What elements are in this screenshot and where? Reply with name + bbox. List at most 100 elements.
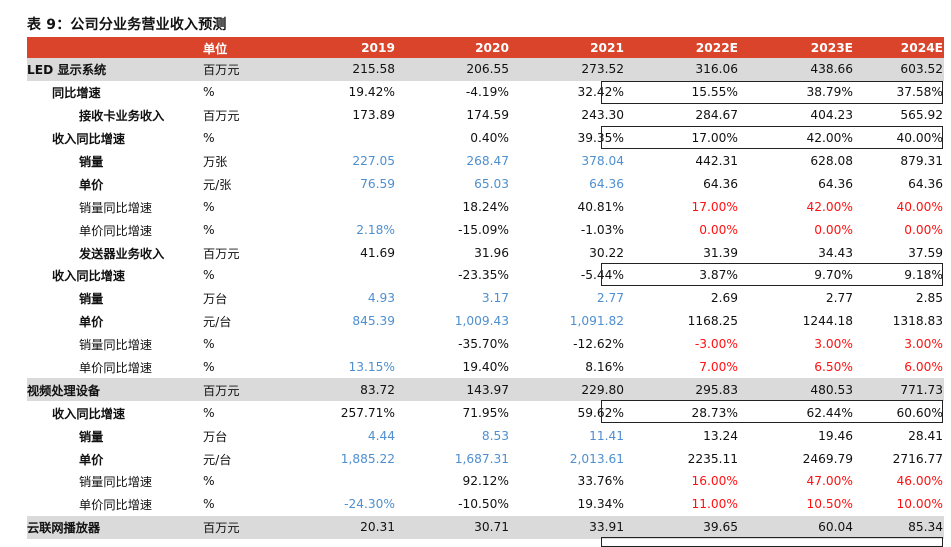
value-cell: 38.79% <box>806 85 853 100</box>
table-row: 收入同比增速% -23.35% -5.44% 3.87% 9.70% 9.18% <box>27 264 944 287</box>
header-year: 2024E <box>900 40 943 55</box>
table-title: 表 9：公司分业务营业收入预测 <box>27 17 227 33</box>
table-row: 发送器业务收入 百万元 41.69 31.96 30.22 31.39 34.43 37.59 <box>27 241 944 264</box>
value-cell: 34.43 <box>818 245 853 260</box>
value-cell: 92.12% <box>462 474 509 489</box>
value-cell: 9.18% <box>904 268 943 283</box>
value-cell: 273.52 <box>581 62 624 77</box>
row-label: 收入同比增速 <box>52 269 126 284</box>
row-unit: % <box>203 337 215 352</box>
value-cell: 173.89 <box>352 108 395 123</box>
value-cell: 316.06 <box>695 62 738 77</box>
value-cell: 2.85 <box>915 291 943 306</box>
value-cell: -15.09% <box>458 222 509 237</box>
table-row: 收入同比增速% 257.71% 71.95% 59.62% 28.73% 62.44% 60… <box>27 401 944 424</box>
row-unit: 百万元 <box>203 63 240 78</box>
row-label: 视频处理设备 <box>27 383 101 398</box>
value-cell: 442.31 <box>695 154 738 168</box>
value-cell: -35.70% <box>458 337 509 352</box>
value-cell: 879.31 <box>900 154 943 168</box>
table-header-row: 单位 2019 2020 2021 2022E 2023E 2024E <box>27 37 944 58</box>
table-row: 单价同比增速% 13.15% 19.40% 8.16% 7.00% 6.50% 6.00% <box>27 356 944 379</box>
value-cell: 47.00% <box>806 474 853 489</box>
row-unit: % <box>203 474 215 489</box>
value-cell: 1318.83 <box>892 314 943 329</box>
value-cell: 3.00% <box>904 337 943 352</box>
value-cell: 404.23 <box>810 108 853 123</box>
value-cell: 19.34% <box>577 497 624 512</box>
table-row: 单价 元/台 1,885.22 1,687.31 2,013.61 2235.11 2469… <box>27 447 944 470</box>
table-row: 销量同比增速% -35.70% -12.62% -3.00% 3.00% 3.00% <box>27 333 944 356</box>
revenue-forecast-table: 单位 2019 2020 2021 2022E 2023E 2024E LED … <box>27 37 944 539</box>
value-cell: 143.97 <box>466 382 509 397</box>
value-cell: 64.36 <box>703 176 738 191</box>
row-unit: 元/张 <box>203 177 232 192</box>
table-row: LED 显示系统 百万元 215.58 206.55 273.52 316.06 438.6… <box>27 58 944 81</box>
value-cell: -12.62% <box>573 337 624 352</box>
value-cell: 18.24% <box>462 199 509 214</box>
value-cell: 19.46 <box>818 428 853 443</box>
value-cell: 83.72 <box>360 382 395 397</box>
row-unit: % <box>203 131 215 146</box>
value-cell: 13.24 <box>703 428 738 443</box>
value-cell: 30.22 <box>589 245 624 260</box>
header-year: 2023E <box>810 40 853 55</box>
value-cell: 64.36 <box>818 176 853 191</box>
value-cell: 3.17 <box>481 291 509 306</box>
value-cell: 37.59 <box>908 245 943 260</box>
value-cell: 227.05 <box>352 154 395 168</box>
row-label: 接收卡业务收入 <box>79 109 165 124</box>
row-label: 单价 <box>79 452 104 467</box>
value-cell: -1.03% <box>580 222 624 237</box>
value-cell: 42.00% <box>806 199 853 214</box>
value-cell: 628.08 <box>810 154 853 168</box>
value-cell: 1,009.43 <box>454 314 509 329</box>
value-cell: 565.92 <box>900 108 943 123</box>
table-row: 视频处理设备 百万元 83.72 143.97 229.80 295.83 480.53 77… <box>27 378 944 402</box>
row-label: 发送器业务收入 <box>79 246 165 261</box>
value-cell: 174.59 <box>466 108 509 123</box>
value-cell: 11.00% <box>691 497 738 512</box>
table-row: 销量 万台 4.44 8.53 11.41 13.24 19.46 28.41 <box>27 424 944 447</box>
table-row: 单价同比增速% 2.18% -15.09% -1.03% 0.00% 0.00% 0.00% <box>27 218 944 241</box>
row-unit: 元/台 <box>203 315 232 330</box>
row-label: 销量 <box>79 155 104 169</box>
value-cell: 40.00% <box>896 199 943 214</box>
table-row: 接收卡业务收入 百万元 173.89 174.59 243.30 284.67 404.23… <box>27 104 944 127</box>
value-cell: -3.00% <box>694 337 738 352</box>
value-cell: 42.00% <box>806 131 853 146</box>
row-label: 销量 <box>79 292 104 307</box>
value-cell: 10.00% <box>896 497 943 512</box>
value-cell: 206.55 <box>466 62 509 77</box>
row-unit: 百万元 <box>203 109 240 124</box>
value-cell: 8.53 <box>481 428 509 443</box>
value-cell: 30.71 <box>474 520 509 535</box>
value-cell: 284.67 <box>695 108 738 123</box>
value-cell: 10.50% <box>806 497 853 512</box>
row-unit: % <box>203 199 215 214</box>
value-cell: 9.70% <box>814 268 853 283</box>
value-cell: 28.41 <box>908 428 943 443</box>
value-cell: 2.18% <box>356 222 395 237</box>
table-row: 单价 元/台 845.39 1,009.43 1,091.82 1168.25 1244.1… <box>27 310 944 333</box>
value-cell: 0.00% <box>904 222 943 237</box>
value-cell: 33.91 <box>589 520 624 535</box>
value-cell: 6.50% <box>814 360 853 375</box>
value-cell: 3.00% <box>814 337 853 352</box>
table-row: 收入同比增速% 0.40% 39.35% 17.00% 42.00% 40.00% <box>27 127 944 150</box>
value-cell: 13.15% <box>348 360 395 375</box>
table-row: 云联网播放器 百万元 20.31 30.71 33.91 39.65 60.04 85.34 <box>27 515 944 539</box>
table-row: 销量同比增速% 92.12% 33.76% 16.00% 47.00% 46.00% <box>27 470 944 493</box>
row-unit: % <box>203 360 215 375</box>
row-label: LED 显示系统 <box>27 63 107 78</box>
value-cell: 71.95% <box>462 405 509 420</box>
header-year: 2019 <box>361 40 395 55</box>
row-label: 销量 <box>79 429 104 444</box>
row-unit: 万台 <box>203 429 228 444</box>
value-cell: 845.39 <box>352 314 395 329</box>
value-cell: 17.00% <box>691 199 738 214</box>
value-cell: 1244.18 <box>802 314 853 329</box>
value-cell: 17.00% <box>691 131 738 146</box>
value-cell: 65.03 <box>474 176 509 191</box>
value-cell: 3.87% <box>699 268 738 283</box>
